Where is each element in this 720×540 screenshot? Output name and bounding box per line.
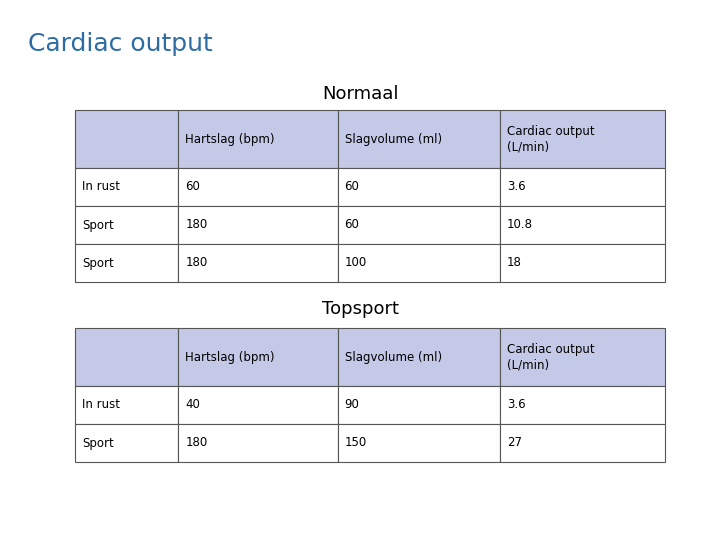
Bar bbox=[500, 168, 665, 206]
Text: Hartslag (bpm): Hartslag (bpm) bbox=[185, 132, 275, 145]
Bar bbox=[338, 168, 500, 206]
Text: 180: 180 bbox=[185, 219, 207, 232]
Text: Slagvolume (ml): Slagvolume (ml) bbox=[345, 350, 441, 363]
Text: Topsport: Topsport bbox=[322, 300, 398, 318]
Text: 27: 27 bbox=[507, 436, 522, 449]
Bar bbox=[179, 424, 338, 462]
Bar bbox=[500, 110, 665, 168]
Text: In rust: In rust bbox=[82, 399, 120, 411]
Bar bbox=[500, 424, 665, 462]
Bar bbox=[75, 168, 179, 206]
Bar bbox=[179, 168, 338, 206]
Bar bbox=[179, 110, 338, 168]
Text: 60: 60 bbox=[185, 180, 200, 193]
Bar bbox=[179, 206, 338, 244]
Bar bbox=[500, 386, 665, 424]
Text: 180: 180 bbox=[185, 436, 207, 449]
Text: Sport: Sport bbox=[82, 256, 114, 269]
Text: Normaal: Normaal bbox=[322, 85, 398, 103]
Text: In rust: In rust bbox=[82, 180, 120, 193]
Text: 3.6: 3.6 bbox=[507, 180, 526, 193]
Bar bbox=[338, 386, 500, 424]
Text: 90: 90 bbox=[345, 399, 359, 411]
Text: 10.8: 10.8 bbox=[507, 219, 533, 232]
Text: 100: 100 bbox=[345, 256, 366, 269]
Bar bbox=[75, 424, 179, 462]
Bar bbox=[75, 386, 179, 424]
Bar bbox=[75, 244, 179, 282]
Bar bbox=[500, 328, 665, 386]
Text: Cardiac output
(L/min): Cardiac output (L/min) bbox=[507, 343, 595, 371]
Text: 3.6: 3.6 bbox=[507, 399, 526, 411]
Text: 150: 150 bbox=[345, 436, 366, 449]
Text: 60: 60 bbox=[345, 219, 359, 232]
Text: Slagvolume (ml): Slagvolume (ml) bbox=[345, 132, 441, 145]
Bar bbox=[75, 110, 179, 168]
Bar bbox=[338, 244, 500, 282]
Text: 18: 18 bbox=[507, 256, 522, 269]
Bar bbox=[75, 328, 179, 386]
Bar bbox=[338, 110, 500, 168]
Bar bbox=[179, 386, 338, 424]
Text: 60: 60 bbox=[345, 180, 359, 193]
Text: Cardiac output: Cardiac output bbox=[28, 32, 212, 56]
Bar bbox=[500, 244, 665, 282]
Bar bbox=[338, 206, 500, 244]
Text: Hartslag (bpm): Hartslag (bpm) bbox=[185, 350, 275, 363]
Bar bbox=[338, 328, 500, 386]
Text: Sport: Sport bbox=[82, 219, 114, 232]
Text: Sport: Sport bbox=[82, 436, 114, 449]
Bar bbox=[75, 206, 179, 244]
Bar bbox=[338, 424, 500, 462]
Text: 180: 180 bbox=[185, 256, 207, 269]
Bar bbox=[179, 244, 338, 282]
Bar bbox=[500, 206, 665, 244]
Text: 40: 40 bbox=[185, 399, 200, 411]
Bar bbox=[179, 328, 338, 386]
Text: Cardiac output
(L/min): Cardiac output (L/min) bbox=[507, 125, 595, 153]
